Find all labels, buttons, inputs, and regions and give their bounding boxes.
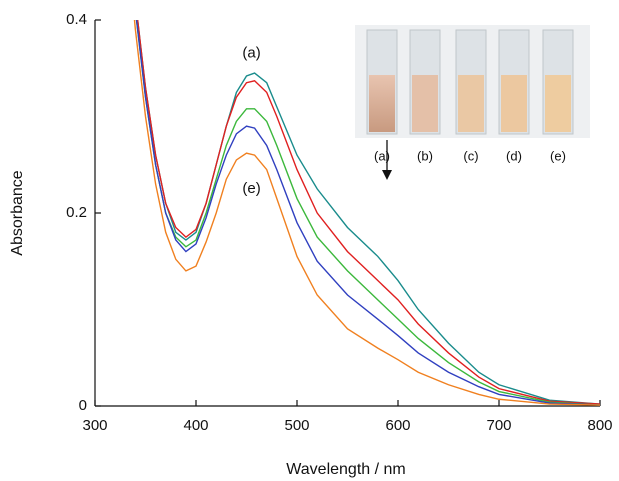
x-tick-label: 400 bbox=[183, 417, 208, 434]
annotation: (a) bbox=[242, 45, 260, 62]
y-tick-label: 0 bbox=[79, 397, 87, 414]
plot-area bbox=[133, 20, 600, 406]
inset-label: (a) bbox=[374, 148, 390, 163]
series-line bbox=[133, 20, 600, 406]
inset-label: (c) bbox=[463, 148, 478, 163]
x-tick-label: 800 bbox=[587, 417, 612, 434]
y-axis-title: Absorbance bbox=[9, 170, 26, 255]
x-tick-label: 500 bbox=[284, 417, 309, 434]
series-line bbox=[136, 20, 600, 405]
cuvette-liquid bbox=[369, 75, 395, 132]
arrow-head bbox=[382, 170, 392, 180]
inset-label: (e) bbox=[550, 148, 566, 163]
x-tick-label: 700 bbox=[486, 417, 511, 434]
inset-photo: (a) (b) (c) (d) (e) bbox=[355, 25, 590, 163]
cuvette-liquid bbox=[501, 75, 527, 132]
inset-label: (d) bbox=[506, 148, 522, 163]
annotation: (e) bbox=[242, 180, 260, 197]
y-tick-label: 0.4 bbox=[66, 11, 87, 28]
cuvette-liquid bbox=[545, 75, 571, 132]
inset-label: (b) bbox=[417, 148, 433, 163]
x-tick-label: 300 bbox=[82, 417, 107, 434]
x-tick-label: 600 bbox=[385, 417, 410, 434]
y-tick-label: 0.2 bbox=[66, 204, 87, 221]
cuvette-liquid bbox=[458, 75, 484, 132]
arrow bbox=[382, 140, 392, 180]
x-axis-title: Wavelength / nm bbox=[286, 461, 405, 478]
series-line bbox=[135, 20, 600, 406]
cuvette-liquid bbox=[412, 75, 438, 132]
